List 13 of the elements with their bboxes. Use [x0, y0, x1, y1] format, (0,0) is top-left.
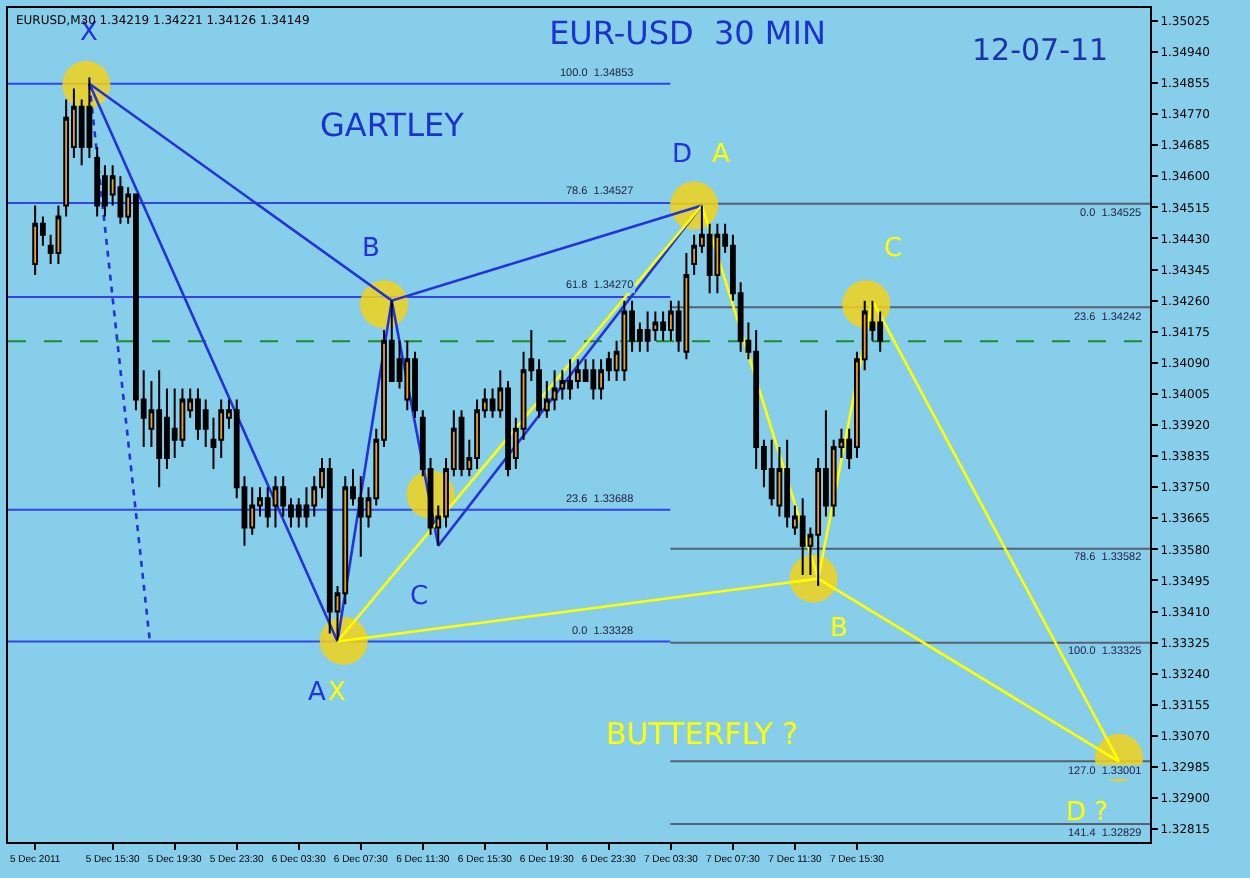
data-label: A	[712, 140, 730, 170]
data-label: D ?	[1066, 798, 1109, 828]
annotation: GARTLEY	[320, 106, 465, 144]
data-label: A	[308, 678, 326, 708]
annotation: BUTTERFLY ?	[606, 716, 799, 752]
data-label: B	[830, 614, 848, 644]
data-label: D	[672, 140, 693, 170]
chart-title: EUR-USD 30 MIN	[549, 14, 826, 53]
data-label: X	[328, 678, 346, 708]
text: 12-07-11	[972, 32, 1109, 68]
data-label: C	[410, 582, 429, 612]
data-label: C	[884, 234, 903, 264]
data-label: B	[362, 234, 380, 264]
